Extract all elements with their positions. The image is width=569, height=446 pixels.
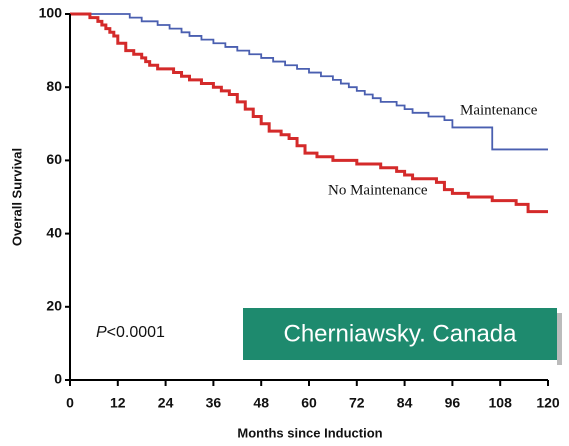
survival-curve [70, 13, 548, 151]
y-tick-label: 60 [46, 151, 62, 167]
x-tick-label: 0 [66, 395, 74, 411]
x-tick-label: 48 [253, 395, 269, 411]
y-tick-label: 0 [54, 371, 62, 387]
y-tick-label: 40 [46, 224, 62, 240]
p-text: <0.0001 [107, 324, 165, 341]
survival-curve [70, 12, 548, 214]
banner-shadow [557, 313, 562, 365]
x-tick-label: 84 [397, 395, 413, 411]
y-tick-label: 80 [46, 78, 62, 94]
series-label: Maintenance [460, 102, 538, 118]
y-tick-label: 20 [46, 298, 62, 314]
x-axis-title: Months since Induction [237, 425, 382, 440]
banner-text: Cherniawsky. Canada [283, 320, 517, 347]
series-label: No Maintenance [328, 182, 428, 198]
x-tick-label: 120 [536, 395, 560, 411]
y-axis-title: Overall Survival [9, 148, 24, 246]
x-tick-label: 24 [158, 395, 174, 411]
banner-box [243, 308, 557, 360]
x-tick-label: 12 [110, 395, 126, 411]
x-tick-label: 60 [301, 395, 317, 411]
x-tick-label: 108 [489, 395, 513, 411]
p-symbol: P [96, 324, 107, 341]
y-tick-label: 100 [39, 5, 63, 21]
x-tick-label: 96 [445, 395, 461, 411]
x-tick-label: 72 [349, 395, 365, 411]
p-value: P<0.0001 [96, 324, 165, 341]
x-tick-label: 36 [206, 395, 222, 411]
